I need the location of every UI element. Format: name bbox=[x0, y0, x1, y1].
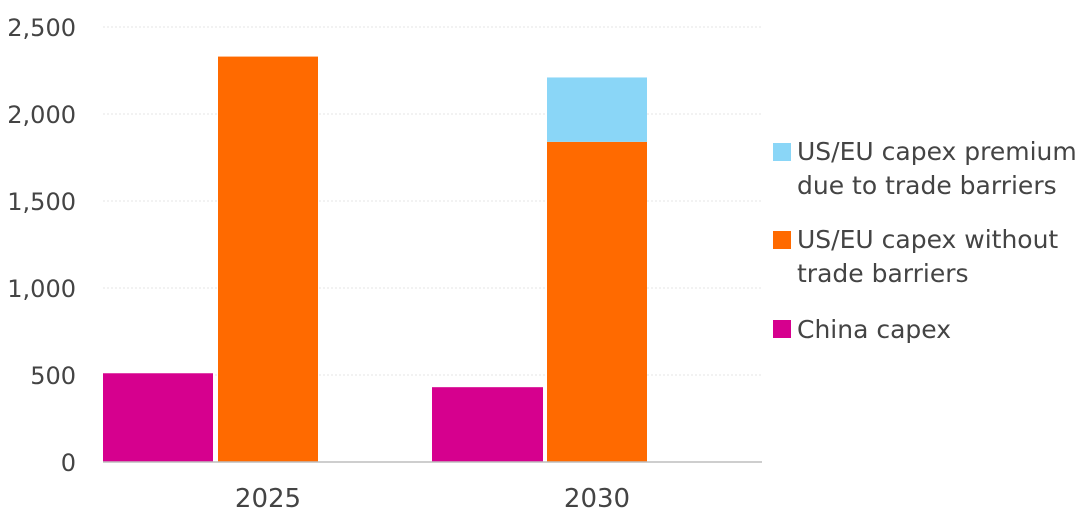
bar-us-eu-capex-without-trade-barriers-2025 bbox=[218, 56, 318, 463]
bar-china-capex-2025 bbox=[103, 373, 213, 462]
y-tick-label: 1,000 bbox=[7, 275, 76, 303]
y-tick-label: 2,000 bbox=[7, 101, 76, 129]
legend-label: trade barriers bbox=[797, 259, 969, 288]
legend-item: US/EU capex premium due to trade barriers bbox=[773, 137, 1077, 200]
x-tick-label: 2030 bbox=[564, 484, 630, 514]
y-tick-label: 1,500 bbox=[7, 188, 76, 216]
bars bbox=[103, 56, 647, 463]
legend-item: China capex bbox=[773, 315, 951, 344]
bar-us-eu-capex-premium-due-to-trade-barriers-2030 bbox=[547, 77, 647, 142]
y-tick-label: 2,500 bbox=[7, 14, 76, 42]
legend: US/EU capex premium due to trade barriers… bbox=[773, 137, 1077, 344]
legend-swatch bbox=[773, 143, 791, 161]
legend-label: due to trade barriers bbox=[797, 171, 1057, 200]
grid-lines bbox=[103, 26, 762, 376]
y-axis: 0 500 1,000 1,500 2,000 2,500 bbox=[7, 14, 76, 477]
y-tick-label: 0 bbox=[61, 449, 76, 477]
legend-item: US/EU capex without trade barriers bbox=[773, 225, 1058, 288]
y-tick-label: 500 bbox=[30, 362, 76, 390]
legend-label: China capex bbox=[797, 315, 951, 344]
bar-us-eu-capex-without-trade-barriers-2030 bbox=[547, 141, 647, 462]
legend-label: US/EU capex without bbox=[797, 225, 1058, 254]
legend-swatch bbox=[773, 320, 791, 338]
legend-swatch bbox=[773, 231, 791, 249]
x-axis-labels: 2025 2030 bbox=[235, 484, 630, 514]
bar-china-capex-2030 bbox=[432, 387, 543, 462]
legend-label: US/EU capex premium bbox=[797, 137, 1077, 166]
x-tick-label: 2025 bbox=[235, 484, 301, 514]
